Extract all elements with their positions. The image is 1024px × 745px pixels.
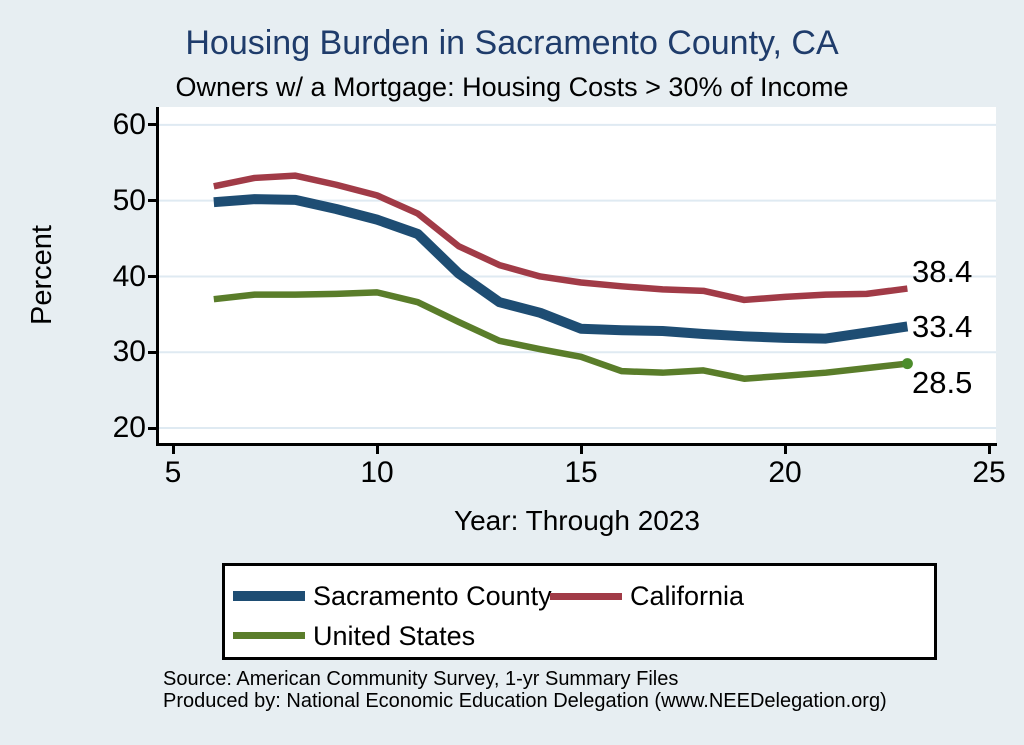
chart-svg <box>158 123 996 429</box>
x-tick-label: 20 <box>768 456 802 489</box>
end-label-sacramento-county: 33.4 <box>912 308 973 344</box>
y-tick-mark <box>148 199 158 203</box>
source-line-2: Produced by: National Economic Education… <box>163 690 887 712</box>
legend-label-united-states: United States <box>313 621 476 651</box>
x-tick-label: 10 <box>360 456 394 489</box>
legend-swatch-sacramento-county <box>233 591 305 601</box>
end-label-california: 38.4 <box>912 253 973 289</box>
y-tick-label: 20 <box>112 411 146 444</box>
y-tick-mark <box>148 123 158 127</box>
chart-title: Housing Burden in Sacramento County, CA <box>185 24 839 62</box>
legend-label-sacramento-county: Sacramento County <box>313 581 552 611</box>
plot-area <box>158 107 996 443</box>
legend-box: Sacramento County California United Stat… <box>222 563 937 660</box>
legend-label-california: California <box>630 581 745 611</box>
x-tick-label: 5 <box>164 456 182 489</box>
y-tick-label: 30 <box>112 335 146 369</box>
series-line-united-states <box>213 289 908 382</box>
x-tick-mark <box>171 445 175 454</box>
x-tick-mark <box>783 445 787 454</box>
legend-swatch-california <box>550 593 622 600</box>
x-tick-mark <box>579 445 583 454</box>
x-tick-mark <box>375 445 379 454</box>
y-tick-mark <box>148 426 158 430</box>
x-axis-title: Year: Through 2023 <box>454 505 700 536</box>
series-line-california <box>213 172 908 304</box>
series-line-sacramento-county <box>213 194 909 344</box>
series-end-marker <box>901 358 913 370</box>
y-tick-mark <box>148 275 158 278</box>
x-tick-label: 15 <box>564 456 598 489</box>
end-label-united-states: 28.5 <box>912 364 973 400</box>
x-tick-label: 25 <box>972 456 1006 489</box>
chart-subtitle: Owners w/ a Mortgage: Housing Costs > 30… <box>175 72 849 102</box>
y-axis-title: Percent <box>26 225 58 325</box>
y-tick-mark <box>148 350 158 354</box>
legend-swatch-united-states <box>233 632 305 639</box>
x-axis-line <box>156 443 997 446</box>
y-tick-label: 40 <box>112 259 146 293</box>
source-line-1: Source: American Community Survey, 1-yr … <box>163 668 679 690</box>
x-tick-mark <box>987 445 991 454</box>
y-tick-label: 60 <box>112 107 146 141</box>
y-tick-label: 50 <box>112 183 146 217</box>
